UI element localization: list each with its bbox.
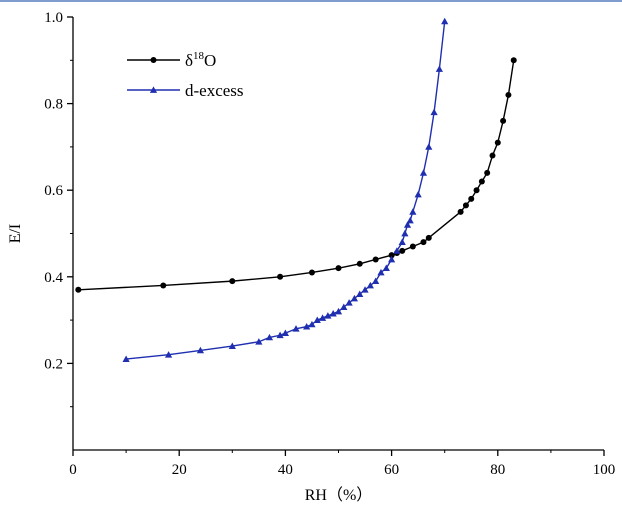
x-tick-label: 20 [172, 462, 187, 478]
data-point-d-excess [372, 277, 380, 285]
data-point-d-excess [313, 316, 321, 323]
data-point-d-excess [228, 342, 236, 349]
data-point-d18o [478, 178, 485, 185]
series-line-d18o [78, 60, 515, 291]
y-tick-label: 0.8 [44, 97, 63, 113]
series-line-d-excess [126, 21, 446, 360]
data-point-d18o [420, 239, 427, 246]
data-point-d-excess [401, 229, 409, 237]
data-point-d-excess [255, 338, 263, 345]
y-tick-label: 0.2 [44, 356, 63, 372]
data-point-d-excess [265, 333, 274, 341]
data-point-d-excess [164, 351, 173, 358]
x-tick-label: 40 [278, 462, 293, 478]
data-point-d-excess [398, 238, 406, 246]
data-point-d-excess [196, 346, 205, 354]
data-point-d18o [505, 91, 512, 98]
x-axis-title: RH（%） [305, 486, 373, 504]
data-point-d-excess [308, 320, 316, 328]
data-point-d-excess [334, 307, 343, 315]
data-point-d18o [308, 269, 315, 276]
data-point-d18o [277, 273, 284, 280]
data-point-d-excess [366, 281, 374, 289]
legend-label-d18o: δ18O [185, 50, 216, 70]
data-point-d-excess [303, 322, 311, 330]
axes: 0 20 40 60 80 100 0.2 0.4 0.6 0.8 1.0 [44, 10, 615, 478]
data-point-d-excess [409, 208, 417, 215]
data-point-d-excess [340, 303, 348, 310]
y-tick-label: 1.0 [44, 10, 63, 26]
data-point-d-excess [329, 310, 337, 317]
data-point-d18o [489, 152, 496, 159]
x-tick-label: 100 [593, 462, 616, 478]
y-axis-title: E/I [7, 224, 24, 244]
data-point-d18o [484, 169, 491, 176]
data-point-d-excess [324, 312, 332, 319]
data-point-d18o [160, 282, 167, 289]
y-tick-label: 0.4 [44, 270, 63, 286]
data-point-d-excess [388, 255, 396, 263]
data-point-d-excess [419, 169, 428, 176]
data-point-d-excess [377, 268, 385, 276]
legend-label-d-excess: d-excess [185, 81, 244, 100]
top-rule [0, 0, 622, 2]
legend: δ18O d-excess [127, 50, 244, 100]
data-point-d18o [457, 208, 464, 215]
data-point-d18o [372, 256, 379, 263]
data-point-d18o [494, 139, 501, 146]
data-point-d-excess [430, 108, 438, 116]
data-point-d-excess [435, 65, 443, 72]
y-tick-label: 0.6 [44, 183, 63, 199]
x-tick-label: 0 [69, 462, 77, 478]
x-tick-label: 60 [384, 462, 399, 478]
data-point-d18o [468, 195, 475, 202]
data-point-d-excess [361, 286, 369, 293]
x-tick-label: 80 [490, 462, 505, 478]
legend-marker-d18o [150, 57, 157, 63]
data-point-d18o [399, 247, 406, 254]
data-point-d-excess [406, 216, 414, 224]
data-point-d18o [335, 265, 342, 272]
data-point-d-excess [122, 355, 130, 362]
data-point-d-excess [318, 314, 327, 321]
data-point-d18o [388, 252, 395, 259]
data-point-d18o [425, 234, 432, 241]
data-point-d18o [510, 57, 517, 64]
plot-markers [75, 17, 517, 362]
data-point-d18o [500, 117, 507, 124]
data-point-d-excess [425, 143, 433, 150]
data-point-d-excess [414, 190, 422, 198]
data-point-d-excess [350, 294, 359, 302]
data-point-d18o [356, 260, 363, 267]
data-point-d18o [473, 187, 480, 194]
data-point-d-excess [441, 17, 449, 25]
data-point-d18o [75, 286, 82, 293]
data-point-d-excess [345, 299, 353, 306]
data-point-d-excess [281, 329, 289, 336]
data-point-d-excess [276, 331, 284, 339]
data-point-d18o [462, 202, 469, 209]
data-point-d-excess [382, 264, 390, 272]
data-point-d-excess [393, 247, 401, 254]
data-point-d-excess [356, 290, 364, 297]
data-point-d18o [409, 243, 416, 250]
data-point-d18o [229, 278, 236, 285]
legend-marker-d-excess [149, 86, 158, 93]
data-point-d-excess [403, 221, 412, 228]
data-point-d-excess [292, 325, 300, 332]
plot-lines [78, 21, 515, 360]
